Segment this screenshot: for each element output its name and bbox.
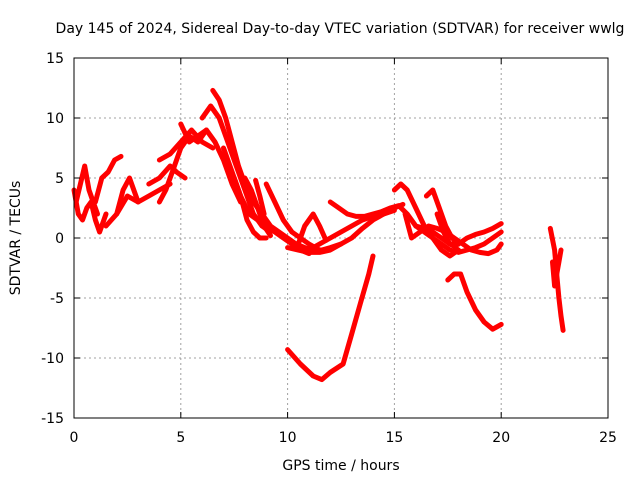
x-tick-label: 10 [279, 430, 297, 446]
satellite-track-13 [231, 175, 269, 241]
satellite-track-17 [285, 253, 376, 383]
x-axis-label: GPS time / hours [282, 458, 399, 474]
y-tick-label: -10 [41, 351, 64, 367]
y-tick-label: -15 [41, 411, 64, 427]
satellite-track-16 [263, 181, 323, 253]
y-axis-label: SDTVAR / TECUs [8, 181, 24, 296]
satellite-track-29 [550, 247, 564, 289]
satellite-track-6 [146, 163, 188, 187]
satellite-track-27 [445, 271, 504, 332]
data-series [71, 87, 566, 383]
x-tick-label: 5 [176, 430, 185, 446]
satellite-track-7 [156, 127, 209, 205]
y-tick-label: 0 [55, 231, 64, 247]
chart-title: Day 145 of 2024, Sidereal Day-to-day VTE… [56, 21, 625, 37]
satellite-track-9 [178, 121, 244, 205]
satellite-track-5 [114, 175, 141, 217]
satellite-track-1 [71, 187, 109, 235]
y-tick-label: 10 [46, 111, 64, 127]
y-tick-label: 5 [55, 171, 64, 187]
x-tick-label: 15 [385, 430, 403, 446]
axis-ticks: 0 5 10 15 20 25 -15 -10 -5 0 5 10 15 [41, 51, 617, 446]
x-tick-label: 0 [70, 430, 79, 446]
satellite-track-28 [547, 225, 566, 333]
satellite-track-26 [434, 211, 459, 251]
x-tick-label: 20 [492, 430, 510, 446]
satellite-track-20 [295, 211, 329, 247]
satellite-track-24 [413, 223, 504, 255]
satellite-track-4 [103, 181, 173, 229]
satellite-track-3 [92, 153, 124, 205]
y-tick-label: -5 [50, 291, 64, 307]
satellite-track-14 [242, 175, 273, 239]
grid-lines [74, 58, 608, 418]
x-tick-label: 25 [599, 430, 617, 446]
satellite-track-25 [423, 187, 461, 247]
satellite-track-15 [253, 177, 267, 217]
y-tick-label: 15 [46, 51, 64, 67]
